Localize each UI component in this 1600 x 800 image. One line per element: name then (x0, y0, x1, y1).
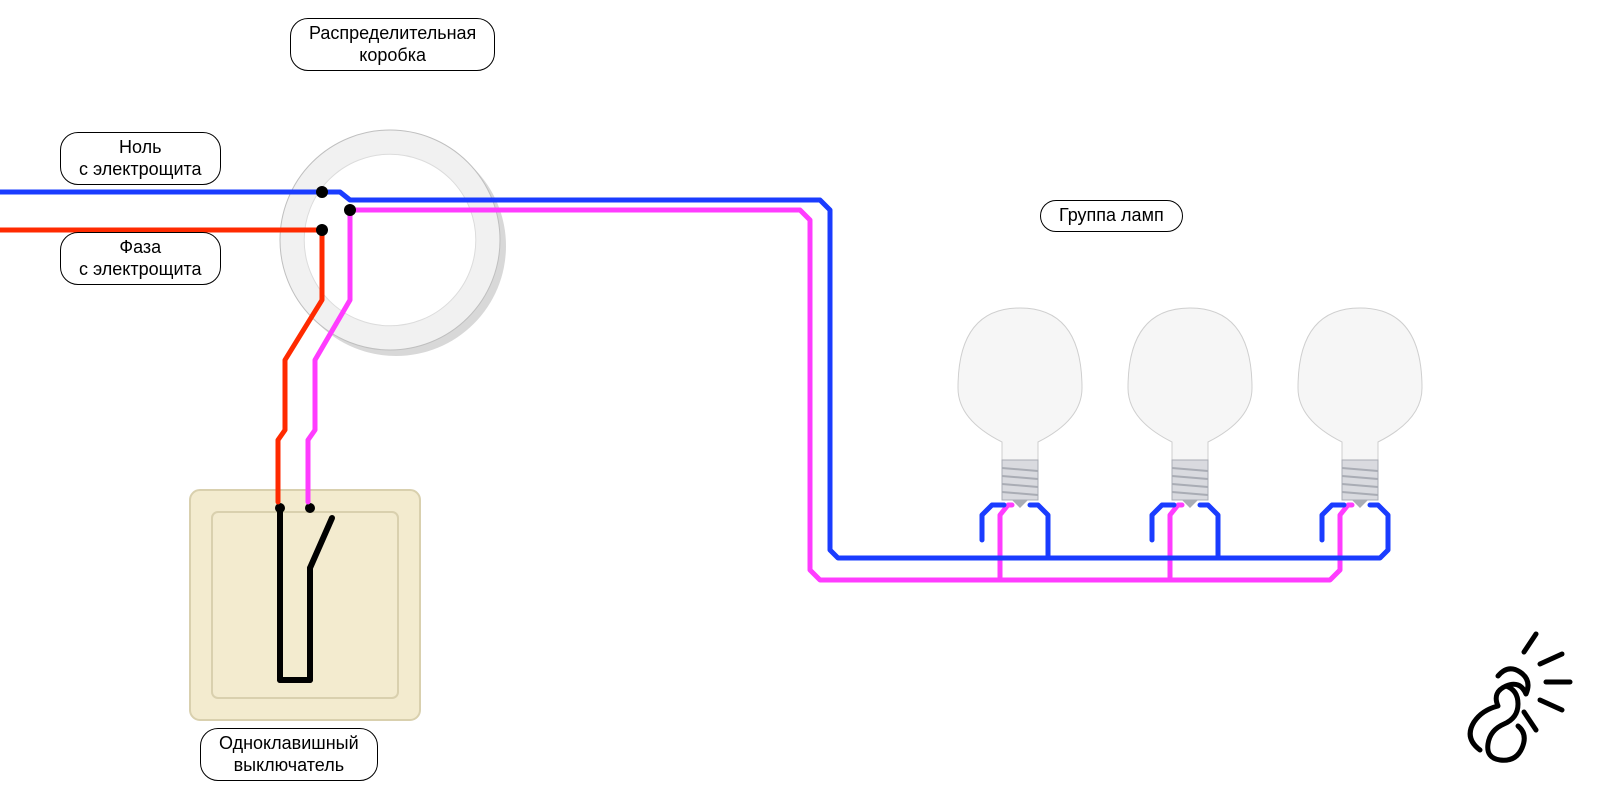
shapes-layer (0, 0, 1600, 800)
wires-layer (0, 0, 1600, 800)
bulb-icon (1128, 308, 1252, 508)
label-phase-in: Фаза с электрощита (60, 232, 221, 285)
junction-box-icon (280, 130, 506, 356)
label-neutral-in: Ноль с электрощита (60, 132, 221, 185)
label-switch: Одноклавишный выключатель (200, 728, 378, 781)
label-junction-box: Распределительная коробка (290, 18, 495, 71)
snap-bulb-icon (1470, 634, 1570, 760)
label-lamp-group: Группа ламп (1040, 200, 1183, 232)
wiring-diagram: Распределительная коробка Ноль с электро… (0, 0, 1600, 800)
bulb-icon (958, 308, 1082, 508)
switch-icon (190, 490, 420, 720)
logo-layer (0, 0, 1600, 800)
bulb-icon (1298, 308, 1422, 508)
